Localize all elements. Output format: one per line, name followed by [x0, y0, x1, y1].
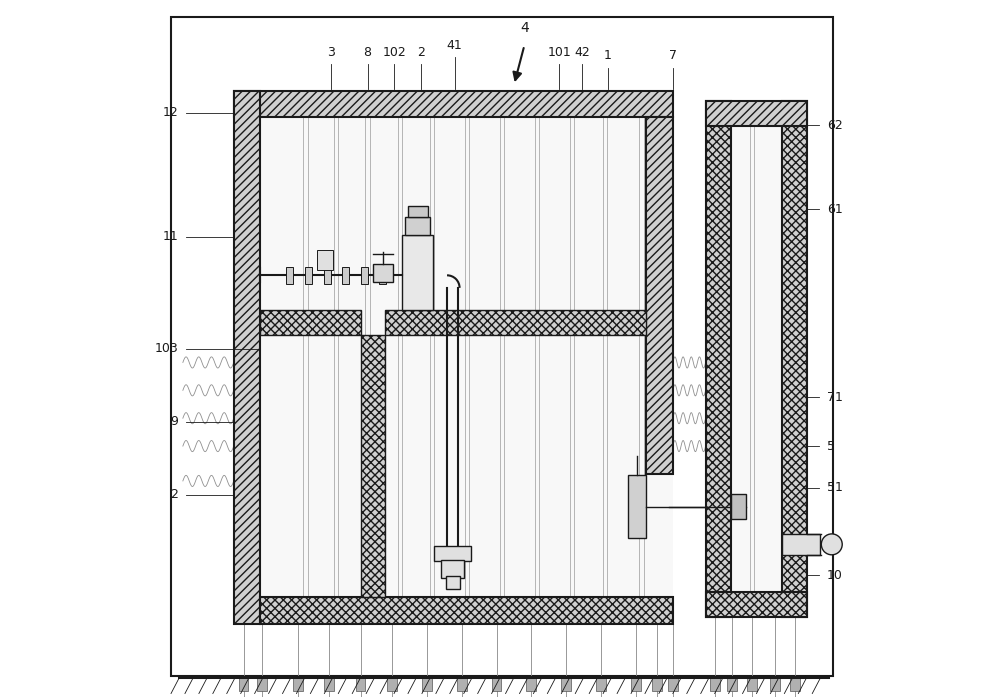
- Bar: [706, 592, 807, 617]
- Bar: [293, 677, 303, 691]
- Bar: [356, 677, 365, 691]
- Bar: [628, 475, 646, 538]
- Bar: [234, 91, 673, 117]
- Bar: [422, 677, 432, 691]
- Bar: [387, 677, 397, 691]
- Text: 10: 10: [827, 569, 843, 581]
- Bar: [373, 264, 393, 282]
- Bar: [706, 101, 731, 617]
- Circle shape: [821, 534, 842, 555]
- Bar: [457, 677, 467, 691]
- Text: 11: 11: [162, 231, 178, 243]
- Bar: [239, 677, 248, 691]
- Text: 71: 71: [827, 391, 843, 404]
- Text: 7: 7: [669, 49, 677, 62]
- Bar: [405, 217, 430, 235]
- Bar: [668, 677, 678, 691]
- Bar: [446, 576, 460, 589]
- Bar: [260, 310, 361, 335]
- Text: 12: 12: [162, 107, 178, 119]
- Bar: [441, 560, 464, 578]
- Bar: [731, 494, 746, 519]
- Bar: [646, 117, 673, 474]
- Bar: [260, 597, 673, 624]
- Bar: [790, 677, 800, 691]
- Bar: [596, 677, 606, 691]
- Text: 62: 62: [827, 119, 843, 132]
- Text: 2: 2: [417, 46, 425, 59]
- Text: 8: 8: [364, 46, 372, 59]
- Bar: [782, 101, 807, 617]
- Bar: [706, 101, 807, 126]
- Bar: [402, 235, 433, 310]
- Text: 51: 51: [827, 482, 843, 494]
- Bar: [324, 267, 331, 284]
- Bar: [782, 534, 820, 555]
- Text: 42: 42: [574, 46, 590, 59]
- Bar: [361, 335, 385, 597]
- Bar: [317, 250, 333, 270]
- Text: 9: 9: [170, 415, 178, 428]
- Bar: [706, 101, 807, 617]
- Bar: [561, 677, 571, 691]
- Bar: [652, 677, 662, 691]
- Bar: [342, 267, 349, 284]
- Text: 102: 102: [382, 46, 406, 59]
- Text: 1: 1: [604, 49, 612, 62]
- Text: 101: 101: [547, 46, 571, 59]
- Bar: [361, 267, 368, 284]
- Bar: [631, 677, 641, 691]
- Bar: [234, 91, 260, 624]
- Bar: [286, 267, 293, 284]
- Bar: [324, 677, 334, 691]
- Text: 61: 61: [827, 203, 843, 215]
- Bar: [385, 310, 646, 335]
- Bar: [257, 677, 267, 691]
- Bar: [727, 677, 737, 691]
- Text: 5: 5: [827, 440, 835, 452]
- Bar: [710, 677, 720, 691]
- Bar: [305, 267, 312, 284]
- Text: 3: 3: [327, 46, 335, 59]
- Bar: [408, 206, 428, 217]
- Bar: [434, 546, 471, 561]
- Text: 4: 4: [520, 21, 529, 35]
- Bar: [747, 677, 757, 691]
- Bar: [379, 267, 386, 284]
- Text: 2: 2: [170, 489, 178, 501]
- Text: 103: 103: [154, 342, 178, 355]
- Bar: [234, 91, 673, 624]
- Bar: [770, 677, 780, 691]
- Bar: [492, 677, 501, 691]
- Text: 41: 41: [447, 39, 463, 52]
- Bar: [526, 677, 536, 691]
